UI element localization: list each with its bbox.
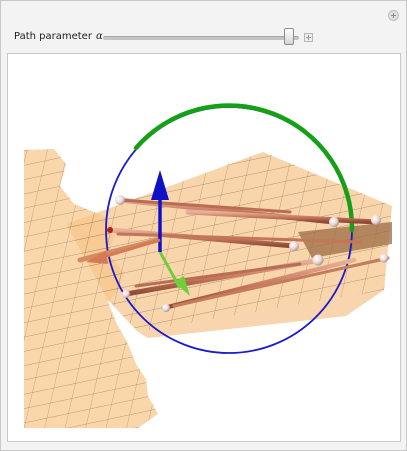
blue-vector-arrow [151,170,169,252]
slider-control: Path parameter α [14,28,334,48]
surface-lower [138,290,384,338]
surface-shadow [298,222,392,258]
slider-symbol: α [95,31,103,42]
3d-graphic[interactable] [8,54,400,441]
plus-circle-icon[interactable] [388,10,399,21]
red-vector-arrow [86,238,161,264]
rod-endpoints [107,195,389,312]
green-vector-arrow [158,251,190,296]
slider-label-text: Path parameter [14,31,92,42]
slider-thumb[interactable] [284,28,295,45]
slider-label: Path parameter α [14,31,103,42]
plot-area[interactable] [7,53,401,442]
path-arc [133,103,355,233]
plus-box-icon[interactable] [304,33,313,42]
slider-track[interactable] [103,36,299,40]
